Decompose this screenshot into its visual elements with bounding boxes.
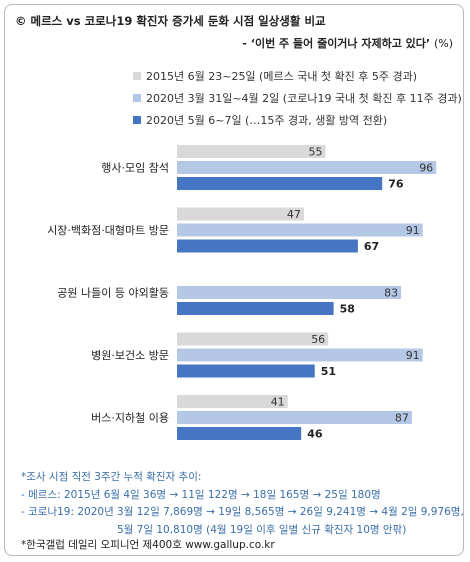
bar-series-2 (177, 223, 423, 237)
bar-series-2 (177, 286, 402, 299)
unit-label: (%) (433, 37, 453, 50)
legend-label-series-3: 2020년 5월 6~7일 (…15주 경과, 생활 방역 전환) (146, 114, 388, 127)
category-label: 공원 나들이 등 야외활동 (57, 286, 169, 300)
value-label-series-3: 58 (340, 303, 355, 316)
source-note: *한국갤럽 데일리 오피니언 제400호 www.gallup.co.kr (21, 539, 275, 551)
value-label-series-3: 51 (321, 365, 336, 378)
value-label-series-1: 55 (309, 146, 323, 159)
legend-swatch-series-3 (133, 116, 141, 124)
subtitle-text: - ‘이번 주 들어 줄이거나 자제하고 있다’ (242, 37, 431, 50)
value-label-series-2: 87 (395, 412, 409, 425)
legend-swatch-series-2 (133, 94, 141, 102)
category-label: 시장·백화점·대형마트 방문 (47, 224, 169, 237)
footnote-heading: *조사 시점 직전 3주간 누적 확진자 추이: (21, 471, 202, 483)
value-label-series-1: 41 (271, 396, 285, 409)
value-label-series-3: 67 (364, 240, 379, 253)
bar-series-3 (177, 177, 383, 190)
footnote-mers: - 메르스: 2015년 6월 4일 36명 → 11일 122명 → 18일 … (21, 488, 381, 501)
footnotes: *조사 시점 직전 3주간 누적 확진자 추이: - 메르스: 2015년 6월… (21, 469, 464, 539)
bar-series-2 (177, 411, 412, 424)
bar-series-1 (177, 207, 304, 221)
bar-series-1 (177, 145, 326, 158)
legend-item-series-2: 2020년 3월 31일~4월 2일 (코로나19 국내 첫 확진 후 11주 … (133, 87, 462, 109)
bar-series-3 (177, 239, 358, 253)
value-label-series-2: 83 (384, 287, 398, 300)
bar-series-3 (177, 427, 302, 440)
bar-series-1 (177, 332, 329, 346)
bar-series-1 (177, 395, 288, 408)
footnote-covid: - 코로나19: 2020년 3월 12일 7,869명 → 19일 8,565… (21, 506, 464, 518)
bar-series-3 (177, 364, 315, 378)
value-label-series-2: 91 (406, 224, 420, 237)
value-label-series-3: 46 (307, 428, 323, 441)
value-label-series-2: 91 (406, 349, 420, 362)
bar-series-2 (177, 161, 437, 174)
bar-chart: 행사·모임 참석 55 96 76 시장·백화점·대형마트 방문 47 91 67 공원 나들이… (47, 145, 437, 441)
legend-label-series-2: 2020년 3월 31일~4월 2일 (코로나19 국내 첫 확진 후 11주 … (146, 92, 462, 105)
category-label: 행사·모임 참석 (101, 162, 169, 175)
chart-panel: © 메르스 vs 코로나19 확진자 증가세 둔화 시점 일상생활 비교 - ‘… (4, 4, 464, 556)
chart-subtitle: - ‘이번 주 들어 줄이거나 자제하고 있다’ (%) (242, 35, 453, 51)
legend-label-series-1: 2015년 6월 23~25일 (메르스 국내 첫 확진 후 5주 경과) (146, 70, 418, 83)
legend: 2015년 6월 23~25일 (메르스 국내 첫 확진 후 5주 경과) 20… (133, 65, 462, 131)
chart-title: © 메르스 vs 코로나19 확진자 증가세 둔화 시점 일상생활 비교 (15, 14, 326, 28)
legend-swatch-series-1 (133, 72, 141, 80)
legend-item-series-3: 2020년 5월 6~7일 (…15주 경과, 생활 방역 전환) (133, 109, 462, 131)
bar-series-2 (177, 348, 423, 362)
value-label-series-3: 76 (388, 178, 404, 191)
category-label: 병원·보건소 방문 (91, 349, 169, 362)
value-label-series-1: 56 (311, 333, 325, 346)
category-label: 버스·지하철 이용 (91, 411, 169, 425)
bar-series-3 (177, 302, 334, 315)
value-label-series-2: 96 (419, 162, 433, 175)
value-label-series-1: 47 (287, 208, 301, 221)
footnote-covid-cont: 5월 7일 10,810명 (4월 19일 이후 일별 신규 확진자 10명 안… (117, 523, 407, 536)
legend-item-series-1: 2015년 6월 23~25일 (메르스 국내 첫 확진 후 5주 경과) (133, 65, 462, 87)
